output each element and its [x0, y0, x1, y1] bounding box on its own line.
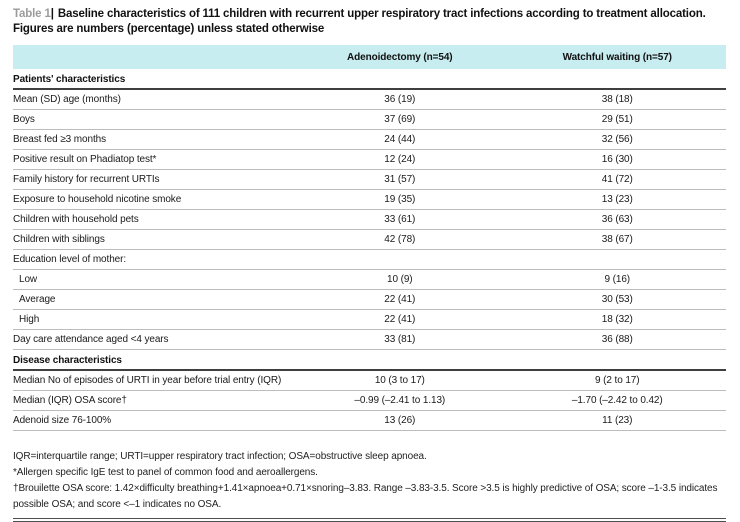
table-row: Median (IQR) OSA score† –0.99 (–2.41 to … [13, 390, 726, 411]
adenoidectomy-value: 10 (3 to 17) [291, 370, 509, 391]
row-label: Adenoid size 76-100% [13, 410, 292, 431]
table-row: Adenoid size 76-100% 13 (26) 11 (23) [13, 410, 726, 431]
row-label: Median No of episodes of URTI in year be… [13, 370, 292, 391]
adenoidectomy-value: 22 (41) [291, 309, 509, 330]
adenoidectomy-value: 13 (26) [291, 410, 509, 431]
section-label: Disease characteristics [13, 349, 726, 371]
column-header-empty [13, 45, 292, 69]
watchful-waiting-value: –1.70 (–2.42 to 0.42) [508, 390, 726, 411]
row-label: High [13, 309, 292, 330]
footnote-abbreviations: IQR=interquartile range; URTI=upper resp… [13, 451, 427, 462]
adenoidectomy-value: 36 (19) [291, 89, 509, 110]
table-row: Children with siblings 42 (78) 38 (67) [13, 229, 726, 250]
adenoidectomy-value: 22 (41) [291, 289, 509, 310]
table-row: Exposure to household nicotine smoke 19 … [13, 189, 726, 210]
table-header: Adenoidectomy (n=54) Watchful waiting (n… [13, 45, 726, 69]
row-label: Exposure to household nicotine smoke [13, 189, 292, 210]
adenoidectomy-value: –0.99 (–2.41 to 1.13) [291, 390, 509, 411]
watchful-waiting-value: 9 (16) [508, 269, 726, 290]
adenoidectomy-value: 37 (69) [291, 109, 509, 130]
row-label: Breast fed ≥3 months [13, 129, 292, 150]
table-end-rule [13, 518, 726, 522]
watchful-waiting-value: 18 (32) [508, 309, 726, 330]
table-row: Children with household pets 33 (61) 36 … [13, 209, 726, 230]
adenoidectomy-value: 31 (57) [291, 169, 509, 190]
footnote-asterisk: *Allergen specific IgE test to panel of … [13, 467, 318, 478]
row-label: Boys [13, 109, 292, 130]
table-row: Family history for recurrent URTIs 31 (5… [13, 169, 726, 190]
row-label: Family history for recurrent URTIs [13, 169, 292, 190]
section-label: Patients' characteristics [13, 69, 726, 90]
watchful-waiting-value: 11 (23) [508, 410, 726, 431]
watchful-waiting-value: 32 (56) [508, 129, 726, 150]
watchful-waiting-value: 36 (63) [508, 209, 726, 230]
row-label: Education level of mother: [13, 249, 292, 270]
row-label: Median (IQR) OSA score† [13, 390, 292, 411]
adenoidectomy-value: 33 (81) [291, 329, 509, 350]
row-label: Day care attendance aged <4 years [13, 329, 292, 350]
table-number: Table 1 [13, 8, 51, 20]
row-label: Positive result on Phadiatop test* [13, 149, 292, 170]
watchful-waiting-value: 38 (18) [508, 89, 726, 110]
watchful-waiting-value: 38 (67) [508, 229, 726, 250]
row-label: Average [13, 289, 292, 310]
watchful-waiting-value: 36 (88) [508, 329, 726, 350]
column-header-adenoidectomy: Adenoidectomy (n=54) [291, 45, 509, 69]
baseline-characteristics-table: Adenoidectomy (n=54) Watchful waiting (n… [13, 45, 726, 431]
watchful-waiting-value: 9 (2 to 17) [508, 370, 726, 391]
table-row: Low 10 (9) 9 (16) [13, 269, 726, 290]
adenoidectomy-value: 12 (24) [291, 149, 509, 170]
watchful-waiting-value: 41 (72) [508, 169, 726, 190]
column-header-watchful-waiting: Watchful waiting (n=57) [508, 45, 726, 69]
adenoidectomy-value: 24 (44) [291, 129, 509, 150]
header-row: Adenoidectomy (n=54) Watchful waiting (n… [13, 45, 726, 69]
table-body: Patients' characteristics Mean (SD) age … [13, 69, 726, 431]
watchful-waiting-value: 13 (23) [508, 189, 726, 210]
table-row: Positive result on Phadiatop test* 12 (2… [13, 149, 726, 170]
table-row: Day care attendance aged <4 years 33 (81… [13, 329, 726, 350]
watchful-waiting-value [508, 249, 726, 270]
table-row: Breast fed ≥3 months 24 (44) 32 (56) [13, 129, 726, 150]
table-row: Boys 37 (69) 29 (51) [13, 109, 726, 130]
adenoidectomy-value: 19 (35) [291, 189, 509, 210]
row-label: Low [13, 269, 292, 290]
table-title: Table 1| Baseline characteristics of 111 … [13, 7, 726, 37]
adenoidectomy-value [291, 249, 509, 270]
footnote-dagger: †Brouilette OSA score: 1.42×difficulty b… [13, 483, 718, 510]
section-row-patients-characteristics: Patients' characteristics [13, 69, 726, 90]
table-title-text: Baseline characteristics of 111 children… [13, 8, 706, 35]
row-label: Mean (SD) age (months) [13, 89, 292, 110]
table-row: Median No of episodes of URTI in year be… [13, 370, 726, 391]
adenoidectomy-value: 33 (61) [291, 209, 509, 230]
adenoidectomy-value: 42 (78) [291, 229, 509, 250]
section-row-disease-characteristics: Disease characteristics [13, 349, 726, 371]
table-title-separator: | [50, 8, 54, 20]
watchful-waiting-value: 16 (30) [508, 149, 726, 170]
table-row: Average 22 (41) 30 (53) [13, 289, 726, 310]
watchful-waiting-value: 30 (53) [508, 289, 726, 310]
adenoidectomy-value: 10 (9) [291, 269, 509, 290]
row-label: Children with siblings [13, 229, 292, 250]
row-label: Children with household pets [13, 209, 292, 230]
table-row: Mean (SD) age (months) 36 (19) 38 (18) [13, 89, 726, 110]
watchful-waiting-value: 29 (51) [508, 109, 726, 130]
table-row: High 22 (41) 18 (32) [13, 309, 726, 330]
table-row: Education level of mother: [13, 249, 726, 270]
footnotes: IQR=interquartile range; URTI=upper resp… [13, 449, 726, 513]
